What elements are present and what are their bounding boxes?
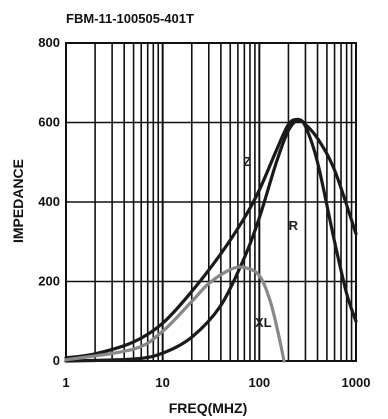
series-labels: Z R XL bbox=[243, 154, 298, 330]
series-label-r: R bbox=[289, 218, 299, 233]
x-axis-label: FREQ(MHZ) bbox=[169, 400, 248, 416]
series-label-xl: XL bbox=[255, 315, 272, 330]
series-label-z: Z bbox=[243, 154, 251, 169]
y-tick-label: 0 bbox=[53, 353, 60, 368]
y-tick-label: 200 bbox=[38, 274, 60, 289]
x-tick-label: 1 bbox=[62, 375, 69, 390]
series-line-r bbox=[64, 118, 358, 363]
plot-frame bbox=[65, 42, 357, 362]
chart-title: FBM-11-100505-401T bbox=[66, 11, 194, 26]
x-tick-label: 100 bbox=[248, 375, 270, 390]
x-tick-label: 10 bbox=[155, 375, 169, 390]
y-axis-label: IMPEDANCE bbox=[10, 159, 26, 243]
y-tick-label: 600 bbox=[38, 115, 60, 130]
y-tick-labels: 0 200 400 600 800 bbox=[38, 35, 60, 368]
y-tick-label: 400 bbox=[38, 194, 60, 209]
series-layer bbox=[64, 117, 358, 363]
chart-grid bbox=[65, 42, 356, 362]
x-tick-label: 1000 bbox=[342, 375, 371, 390]
y-tick-label: 800 bbox=[38, 35, 60, 50]
series-line-z bbox=[64, 117, 358, 360]
series-line-xl bbox=[64, 265, 286, 363]
x-tick-labels: 1 10 100 1000 bbox=[62, 375, 370, 390]
